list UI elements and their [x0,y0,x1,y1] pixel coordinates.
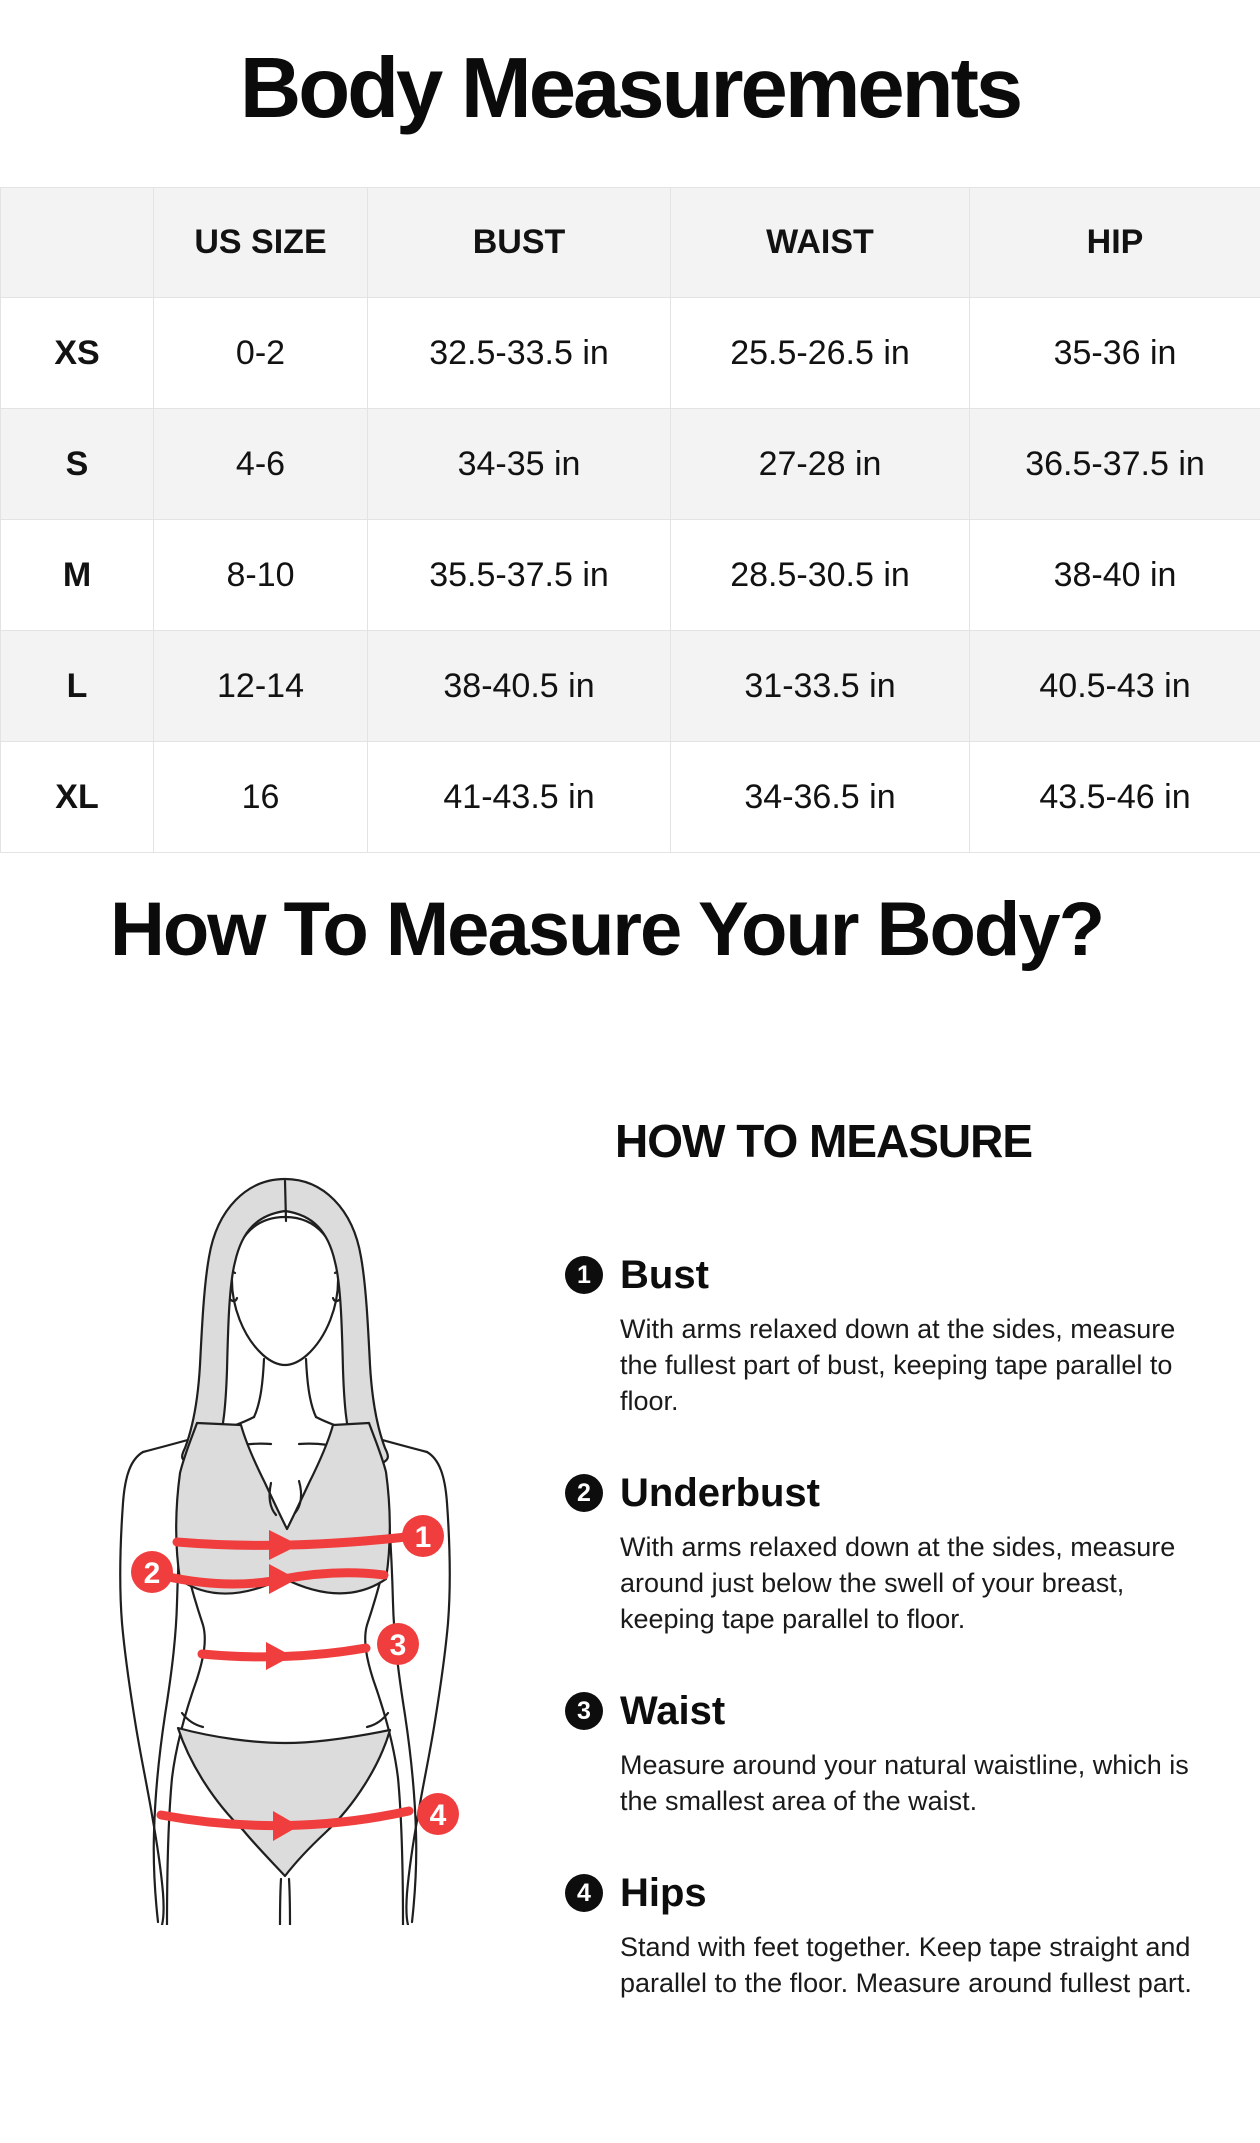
marker-1-number: 1 [415,1521,432,1554]
step-2-title: Underbust [620,1471,820,1515]
right-arm-outer-line [405,1450,451,1927]
cleavage-left-line [268,1481,278,1517]
how-to-measure-your-body-title: How To Measure Your Body? [110,887,1105,972]
measure-step-hips: 4 Hips Stand with feet together. Keep ta… [565,1871,1225,2001]
us-size-cell: 0-2 [153,297,368,409]
table-header-row: US SIZE BUST WAIST HIP [0,187,1260,298]
waist-cell: 31-33.5 in [670,630,970,742]
step-4-number-badge: 4 [565,1874,603,1912]
step-3-body: Waist Measure around your natural waistl… [620,1689,1220,1819]
face-shape [230,1215,340,1367]
left-arm-outer-line [119,1450,165,1927]
hip-cell: 36.5-37.5 in [969,408,1260,520]
cleavage-right-line [293,1479,303,1515]
table-row-xs: XS 0-2 32.5-33.5 in 25.5-26.5 in 35-36 i… [0,297,1260,409]
neck-right-line [304,1357,318,1419]
us-size-cell: 8-10 [153,519,368,631]
step-3-number-badge: 3 [565,1692,603,1730]
marker-3-badge [377,1623,419,1665]
marker-2-number: 2 [144,1557,161,1590]
bust-cell: 38-40.5 in [367,630,671,742]
step-4-description: Stand with feet together. Keep tape stra… [620,1932,1192,1998]
step-1-body: Bust With arms relaxed down at the sides… [620,1253,1220,1419]
us-size-cell: 12-14 [153,630,368,742]
header-cell-us-size: US SIZE [153,187,368,298]
waist-cell: 28.5-30.5 in [670,519,970,631]
header-cell-hip: HIP [969,187,1260,298]
size-label: XS [0,297,154,409]
measure-step-bust: 1 Bust With arms relaxed down at the sid… [565,1253,1225,1419]
table-row-l: L 12-14 38-40.5 in 31-33.5 in 40.5-43 in [0,630,1260,742]
step-1-title: Bust [620,1253,709,1297]
waist-arrowhead [266,1642,292,1670]
step-1-description: With arms relaxed down at the sides, mea… [620,1314,1176,1416]
inner-leg-right-line [287,1877,292,1927]
measure-step-waist: 3 Waist Measure around your natural wais… [565,1689,1225,1819]
body-measurement-illustration: 1 2 3 4 [85,1165,565,1927]
inner-leg-left-line [278,1877,283,1927]
marker-1-badge [402,1515,444,1557]
table-row-s: S 4-6 34-35 in 27-28 in 36.5-37.5 in [0,408,1260,520]
underbust-arrowhead [269,1564,297,1594]
size-label: M [0,519,154,631]
hair-part-line [283,1179,288,1223]
table-row-xl: XL 16 41-43.5 in 34-36.5 in 43.5-46 in [0,741,1260,853]
left-hip-crease [180,1711,205,1729]
marker-4-badge [417,1793,459,1835]
size-label: S [0,408,154,520]
header-cell-bust: BUST [367,187,671,298]
right-arm-inner-line [384,1483,418,1924]
neck-left-line [252,1357,266,1419]
step-2-body: Underbust With arms relaxed down at the … [620,1471,1220,1637]
us-size-cell: 4-6 [153,408,368,520]
body-measurements-table: US SIZE BUST WAIST HIP XS 0-2 32.5-33.5 … [0,187,1260,853]
step-2-description: With arms relaxed down at the sides, mea… [620,1532,1176,1634]
bust-cell: 32.5-33.5 in [367,297,671,409]
size-label: XL [0,741,154,853]
size-label: L [0,630,154,742]
panties-shape [176,1726,392,1878]
table-row-m: M 8-10 35.5-37.5 in 28.5-30.5 in 38-40 i… [0,519,1260,631]
page-title: Body Measurements [239,41,1023,136]
step-4-title: Hips [620,1871,707,1915]
marker-4-number: 4 [430,1799,447,1832]
step-1-number-badge: 1 [565,1256,603,1294]
step-3-title: Waist [620,1689,726,1733]
right-hip-crease [365,1711,390,1729]
bust-cell: 35.5-37.5 in [367,519,671,631]
hip-cell: 43.5-46 in [969,741,1260,853]
hip-cell: 40.5-43 in [969,630,1260,742]
hip-cell: 38-40 in [969,519,1260,631]
bra-shape [175,1421,391,1595]
how-to-measure-panel: HOW TO MEASURE 1 Bust With arms relaxed … [565,1118,1225,2053]
waist-cell: 27-28 in [670,408,970,520]
marker-2-badge [131,1551,173,1593]
hip-cell: 35-36 in [969,297,1260,409]
header-cell-blank [0,187,154,298]
step-2-number-badge: 2 [565,1474,603,1512]
bust-cell: 41-43.5 in [367,741,671,853]
us-size-cell: 16 [153,741,368,853]
header-cell-waist: WAIST [670,187,970,298]
measure-step-underbust: 2 Underbust With arms relaxed down at th… [565,1471,1225,1637]
bust-arrowhead [269,1530,299,1560]
marker-3-number: 3 [390,1629,407,1662]
how-to-measure-heading: HOW TO MEASURE [615,1115,1033,1167]
hip-arrowhead [273,1811,299,1841]
female-figure-diagram: 1 2 3 4 [119,1177,459,1927]
step-4-body: Hips Stand with feet together. Keep tape… [620,1871,1220,2001]
bust-cell: 34-35 in [367,408,671,520]
waist-cell: 34-36.5 in [670,741,970,853]
waist-cell: 25.5-26.5 in [670,297,970,409]
step-3-description: Measure around your natural waistline, w… [620,1750,1189,1816]
